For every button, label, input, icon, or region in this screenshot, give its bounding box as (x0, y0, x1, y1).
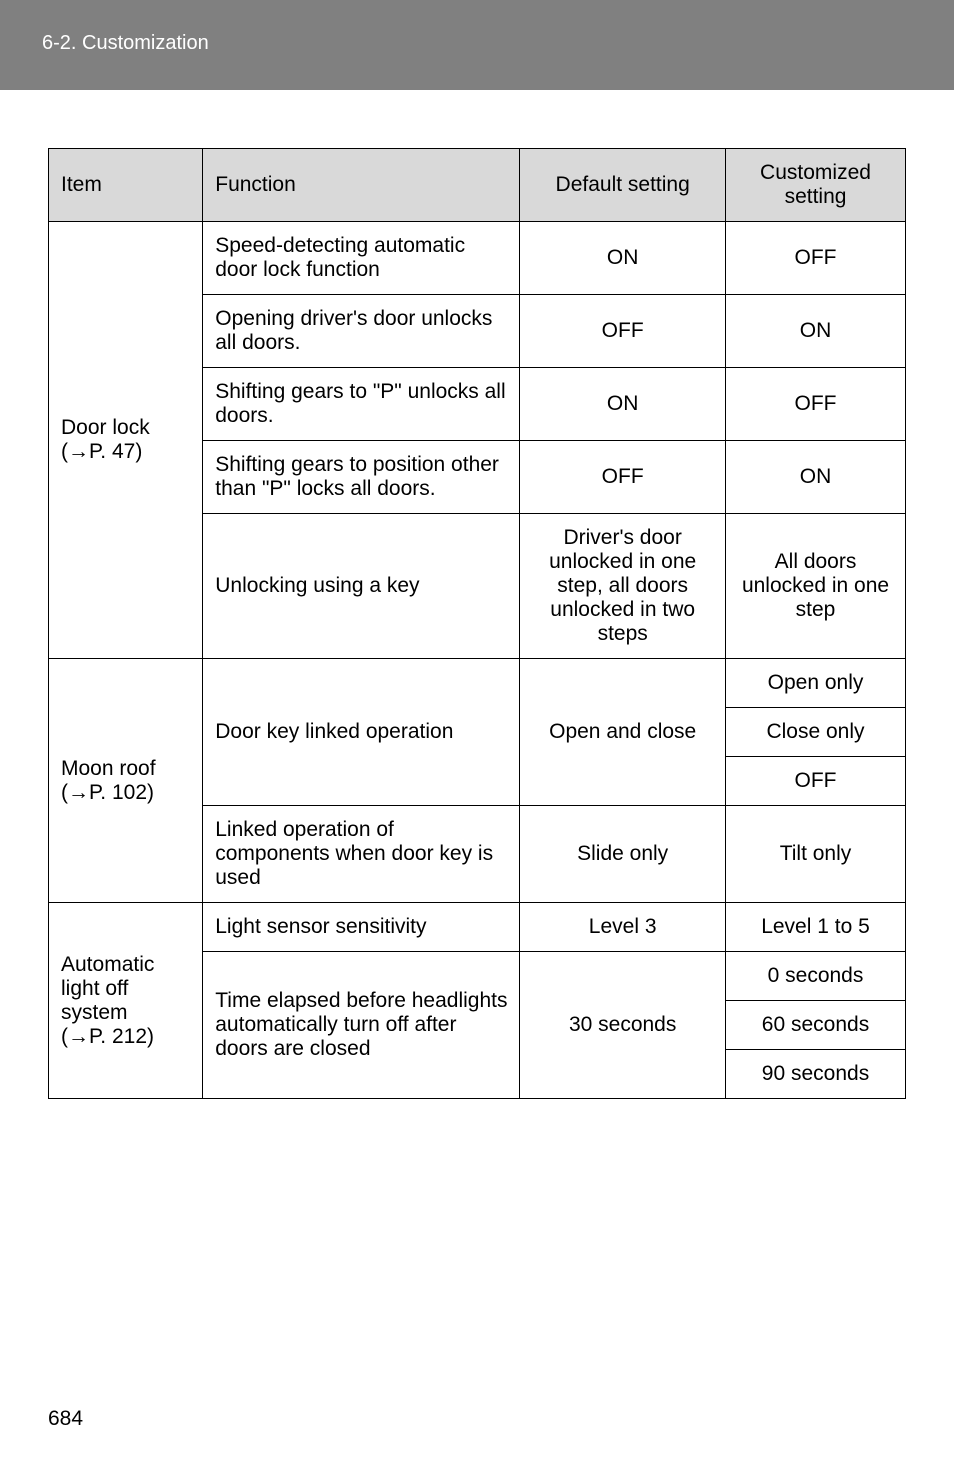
cell-default: 30 seconds (520, 952, 726, 1099)
cell-function: Unlocking using a key (203, 514, 520, 659)
cell-function: Speed-detecting automatic door lock func… (203, 222, 520, 295)
item-door-lock: Door lock(→P. 47) (49, 222, 203, 659)
header-default: Default setting (520, 149, 726, 222)
cell-default: OFF (520, 441, 726, 514)
breadcrumb: 6-2. Customization (42, 32, 209, 54)
cell-default: Level 3 (520, 903, 726, 952)
cell-customized: OFF (726, 757, 906, 806)
content-area: Item Function Default setting Customized… (0, 90, 954, 1099)
cell-default: OFF (520, 295, 726, 368)
cell-function: Time elapsed before headlights automatic… (203, 952, 520, 1099)
cell-customized: OFF (726, 368, 906, 441)
cell-customized: 0 seconds (726, 952, 906, 1001)
page-number: 684 (48, 1407, 83, 1431)
table-header-row: Item Function Default setting Customized… (49, 149, 906, 222)
table-row: Door lock(→P. 47) Speed-detecting automa… (49, 222, 906, 295)
item-auto-light: Automatic light off system(→P. 212) (49, 903, 203, 1099)
cell-customized: All doors unlocked in one step (726, 514, 906, 659)
cell-customized: 90 seconds (726, 1050, 906, 1099)
cell-function: Light sensor sensitivity (203, 903, 520, 952)
cell-customized: Open only (726, 659, 906, 708)
cell-function: Door key linked operation (203, 659, 520, 806)
cell-function: Linked operation of components when door… (203, 806, 520, 903)
cell-default: Slide only (520, 806, 726, 903)
cell-customized: 60 seconds (726, 1001, 906, 1050)
cell-customized: Tilt only (726, 806, 906, 903)
header-item: Item (49, 149, 203, 222)
cell-customized: Close only (726, 708, 906, 757)
item-moon-roof: Moon roof(→P. 102) (49, 659, 203, 903)
cell-function: Opening driver's door unlocks all doors. (203, 295, 520, 368)
cell-default: ON (520, 368, 726, 441)
header-function: Function (203, 149, 520, 222)
cell-customized: Level 1 to 5 (726, 903, 906, 952)
cell-customized: OFF (726, 222, 906, 295)
customization-table: Item Function Default setting Customized… (48, 148, 906, 1099)
cell-default: Open and close (520, 659, 726, 806)
cell-function: Shifting gears to "P" unlocks all doors. (203, 368, 520, 441)
cell-customized: ON (726, 441, 906, 514)
cell-customized: ON (726, 295, 906, 368)
header-band: 6-2. Customization (0, 0, 954, 90)
table-row: Automatic light off system(→P. 212) Ligh… (49, 903, 906, 952)
cell-default: ON (520, 222, 726, 295)
table-row: Moon roof(→P. 102) Door key linked opera… (49, 659, 906, 708)
cell-function: Shifting gears to position other than "P… (203, 441, 520, 514)
cell-default: Driver's door unlocked in one step, all … (520, 514, 726, 659)
header-customized: Customized setting (726, 149, 906, 222)
